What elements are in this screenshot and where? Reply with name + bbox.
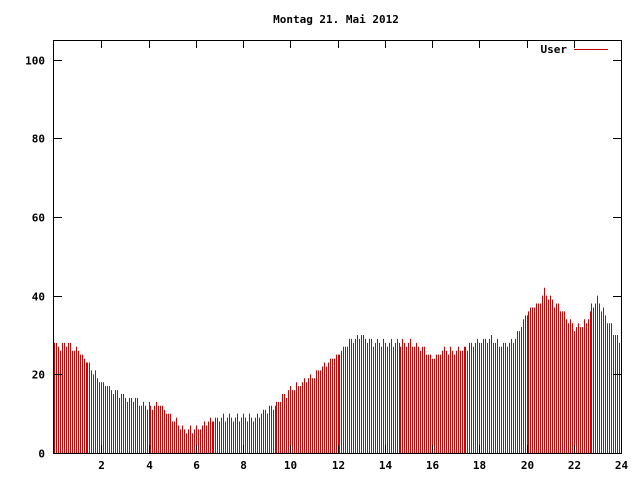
y-tick-label: 20	[32, 369, 45, 382]
x-tick-label: 18	[473, 459, 486, 472]
plot-frame	[53, 40, 622, 454]
y-tick-label: 80	[32, 133, 45, 146]
x-tick-label: 20	[521, 459, 534, 472]
y-tick-label: 100	[25, 55, 45, 68]
bar-series	[54, 287, 622, 453]
x-tick-label: 8	[240, 459, 247, 472]
chart-title: Montag 21. Mai 2012	[273, 13, 399, 26]
y-tick-label: 40	[32, 291, 45, 304]
x-tick-label: 24	[615, 459, 629, 472]
legend-label: User	[541, 43, 568, 56]
x-tick-label: 22	[568, 459, 581, 472]
x-tick-label: 6	[193, 459, 200, 472]
x-axis: 2 4 6 8 10 12 14 16 18 20 22 24	[98, 40, 628, 472]
y-axis: 0 20 40 60 80 100	[25, 55, 621, 461]
y-tick-label: 60	[32, 212, 45, 225]
x-tick-label: 2	[98, 459, 105, 472]
x-tick-label: 4	[146, 459, 153, 472]
x-tick-label: 16	[426, 459, 440, 472]
x-tick-label: 10	[284, 459, 297, 472]
x-tick-label: 14	[379, 459, 393, 472]
legend: User	[541, 43, 608, 56]
x-tick-label: 12	[332, 459, 345, 472]
y-tick-label: 0	[38, 448, 45, 461]
